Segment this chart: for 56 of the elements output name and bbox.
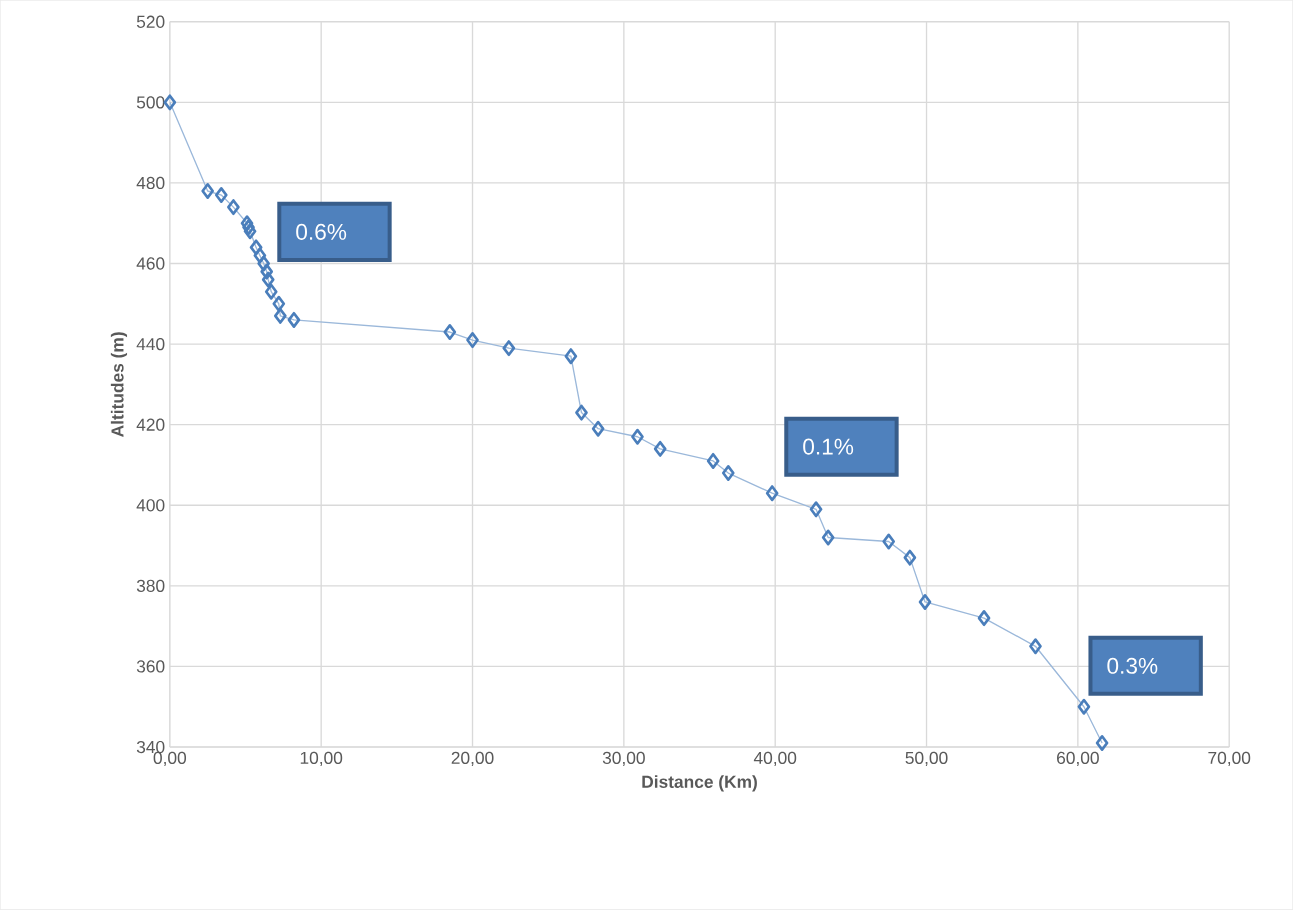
point [882,533,896,550]
point [249,239,263,256]
point [466,332,479,349]
point [253,247,267,264]
point [721,465,735,482]
x-tick-label: 70,00 [1208,751,1251,767]
point [502,340,516,357]
point [903,549,917,566]
point [653,440,667,457]
point [214,187,228,204]
y-axis-title: Altitudes (m) [110,332,128,438]
point [272,295,286,312]
point [201,183,215,200]
point [821,529,835,546]
point [1029,638,1042,655]
annotation: 0.6% [296,223,347,240]
point [257,255,271,272]
point [809,501,823,518]
point [631,428,644,445]
point [1095,735,1109,752]
point [243,223,257,240]
point [564,348,578,365]
y-tick-label: 480 [136,176,165,190]
point [273,307,287,324]
y-tick-label: 420 [136,418,165,431]
point [240,215,254,232]
y-tick-label: 440 [136,338,165,351]
y-tick-label: 500 [136,96,165,109]
point [1077,698,1091,715]
y-tick-label: 380 [136,579,165,593]
point [977,610,991,627]
x-tick-label: 30,00 [602,751,645,767]
point [287,311,301,329]
y-tick-label: 400 [136,499,165,512]
point [706,453,720,470]
x-tick-label: 10,00 [300,751,343,767]
x-tick-label: 50,00 [905,751,948,767]
point [242,219,255,236]
x-tick-label: 40,00 [753,751,797,767]
point [261,271,275,288]
annotation: 0.3% [1107,657,1158,674]
x-axis-title: Distance (Km) [642,775,757,792]
point [591,420,605,437]
y-tick-label: 360 [136,660,165,673]
point [575,404,588,421]
point [443,324,457,341]
point [227,199,240,216]
point [918,594,932,611]
point [765,485,779,502]
point [260,263,274,280]
y-tick-label: 520 [136,15,165,28]
x-tick-label: 60,00 [1057,751,1099,767]
y-tick-label: 460 [136,257,165,270]
annotation: 0.1% [803,438,854,455]
x-tick-label: 20,00 [451,751,494,767]
point [264,283,278,300]
